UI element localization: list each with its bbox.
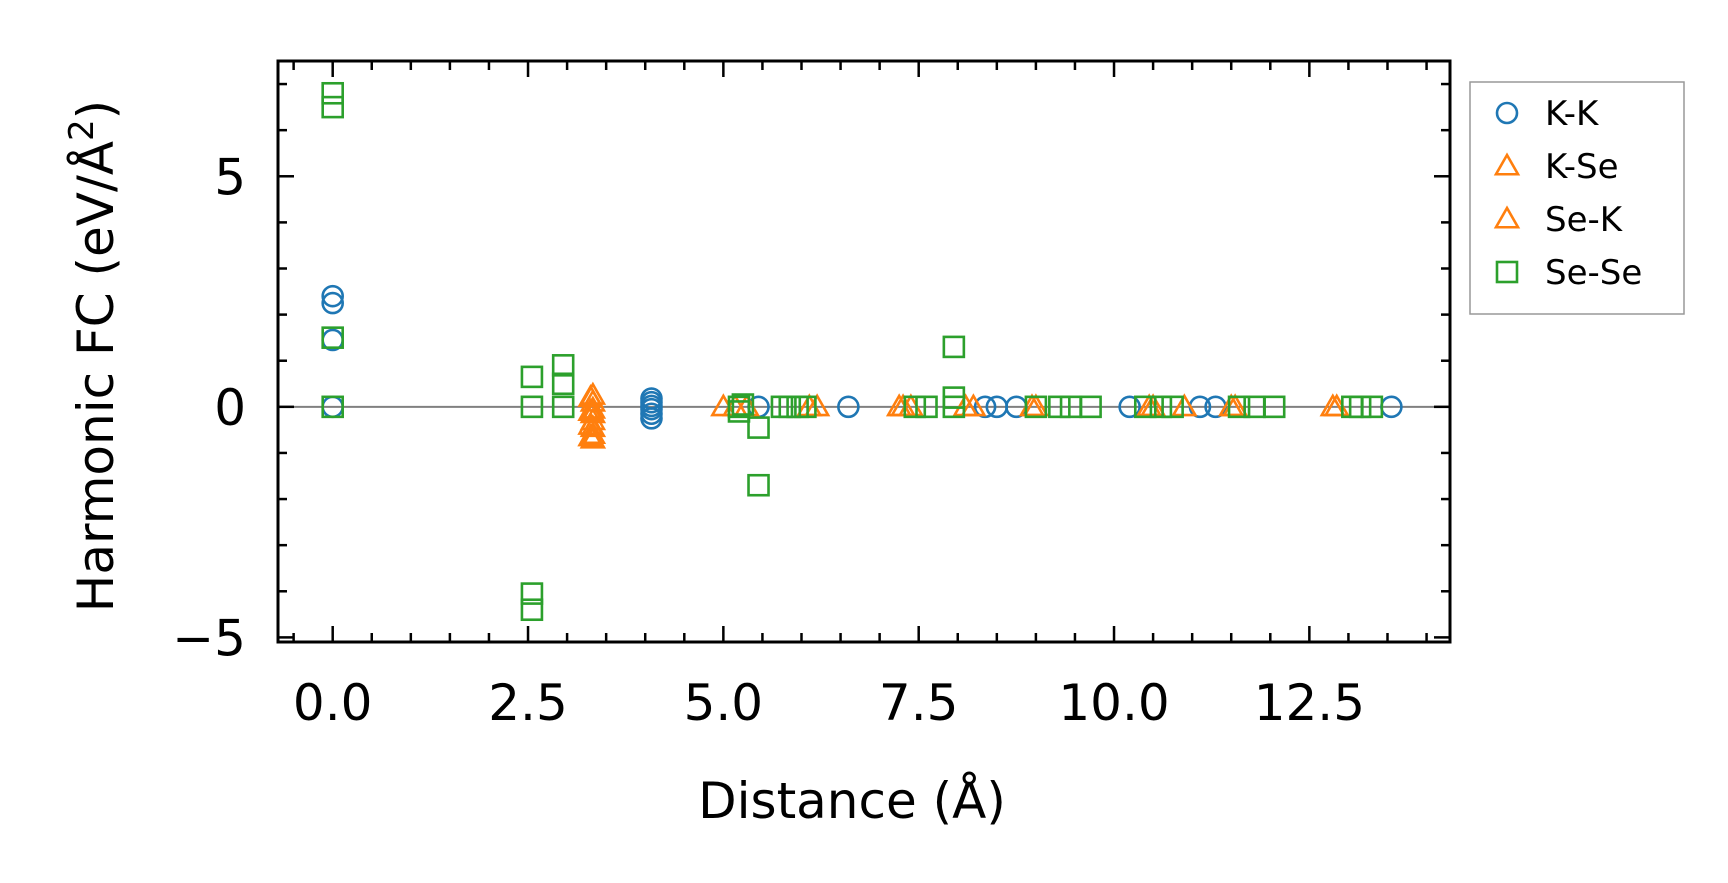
point-se-k: [577, 397, 604, 421]
point-k-k: [1118, 395, 1141, 419]
x-tick-label: 7.5: [879, 674, 959, 732]
point-se-se: [321, 95, 344, 119]
point-se-se: [1048, 395, 1071, 419]
axes: 0.0 2.5 5.0 7.5 10.0 12.5 −5 0 5: [172, 59, 1452, 732]
point-se-se: [1133, 395, 1157, 419]
point-se-k: [889, 393, 917, 417]
point-se-se: [520, 598, 544, 622]
y-axis-label-superscript: 2: [62, 119, 102, 141]
point-se-se: [1227, 395, 1251, 419]
x-tick-label: 10.0: [1058, 674, 1169, 732]
point-se-se: [1360, 395, 1384, 419]
point-se-se: [1149, 395, 1173, 419]
point-se-se: [794, 395, 817, 419]
point-se-se: [551, 354, 575, 377]
point-k-k: [640, 407, 663, 430]
point-se-se: [551, 372, 575, 396]
legend-marker-se-se: [1495, 260, 1519, 284]
y-axis-label-close: ): [67, 100, 125, 120]
legend-label: K-K: [1545, 94, 1600, 134]
point-se-se: [520, 582, 544, 605]
y-tick-label: 0: [214, 379, 246, 437]
point-se-se: [321, 395, 344, 419]
point-se-k: [1323, 393, 1350, 417]
point-se-k: [1022, 393, 1050, 417]
point-se-se: [915, 395, 938, 419]
point-se-k: [796, 393, 823, 417]
x-tick-label: 2.5: [488, 674, 568, 732]
legend-marker-k-se: [1493, 152, 1521, 176]
point-se-k: [952, 393, 979, 417]
point-se-se: [321, 81, 344, 105]
point-se-se: [1161, 395, 1184, 419]
plot-area: [278, 81, 1450, 622]
point-se-se: [747, 416, 770, 439]
legend-marker-k-k: [1495, 101, 1519, 125]
legend: K-K K-Se Se-K Se-Se: [1469, 81, 1685, 315]
legend-label: K-Se: [1545, 147, 1619, 187]
point-se-se: [747, 473, 770, 497]
x-axis-label: Distance (Å): [698, 772, 1006, 830]
point-se-k: [1221, 393, 1249, 417]
point-k-se: [803, 393, 831, 417]
x-tick-label: 5.0: [684, 674, 764, 732]
point-se-se: [1024, 395, 1048, 419]
point-se-k: [577, 423, 604, 447]
point-k-k: [321, 291, 344, 315]
point-se-se: [1348, 395, 1372, 419]
plot-frame: [276, 59, 1452, 644]
point-k-se: [1319, 393, 1347, 417]
legend-label: Se-K: [1545, 200, 1624, 240]
legend-frame: [1469, 81, 1685, 315]
y-axis-label: Harmonic FC (eV/Å2): [62, 100, 125, 612]
point-se-se: [520, 395, 544, 419]
point-k-se: [1171, 393, 1198, 417]
legend-label: Se-Se: [1545, 253, 1642, 293]
y-tick-label: −5: [172, 609, 246, 667]
point-se-se: [731, 393, 755, 416]
point-se-se: [551, 395, 575, 419]
point-se-se: [727, 400, 751, 423]
point-k-k: [837, 395, 860, 419]
series-se-se: [321, 81, 1384, 622]
point-se-se: [903, 395, 927, 419]
x-tick-label: 0.0: [293, 674, 373, 732]
point-se-se: [942, 335, 966, 359]
point-k-se: [1135, 393, 1163, 417]
point-k-k: [321, 284, 344, 308]
point-k-k: [973, 395, 997, 419]
point-se-se: [942, 395, 966, 419]
point-se-se: [1079, 395, 1102, 419]
point-se-k: [577, 383, 604, 408]
y-axis-label-main: Harmonic FC (eV/Å: [67, 141, 125, 612]
point-se-k: [1139, 393, 1167, 417]
y-tick-label: 5: [214, 148, 246, 206]
legend-marker-se-k: [1493, 205, 1521, 229]
point-se-k: [577, 411, 604, 435]
point-se-se: [1262, 395, 1286, 419]
x-tick-label: 12.5: [1254, 674, 1365, 732]
point-se-se: [520, 365, 544, 389]
point-se-se: [321, 326, 344, 349]
